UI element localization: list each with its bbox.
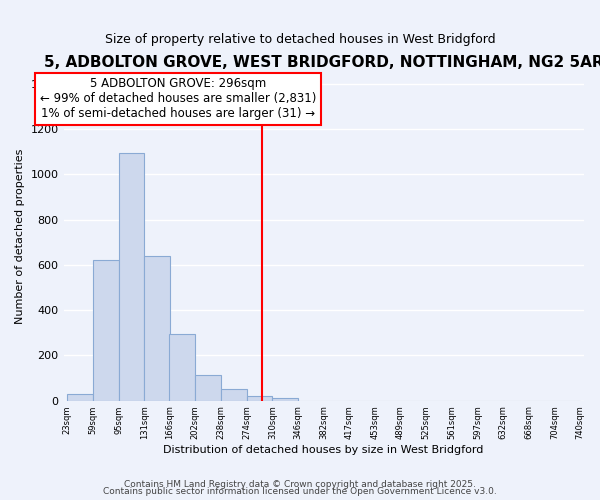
Bar xyxy=(247,396,272,400)
Bar xyxy=(195,374,221,400)
Y-axis label: Number of detached properties: Number of detached properties xyxy=(15,149,25,324)
Bar xyxy=(145,256,170,400)
Bar xyxy=(272,398,298,400)
Bar xyxy=(169,334,195,400)
X-axis label: Distribution of detached houses by size in West Bridgford: Distribution of detached houses by size … xyxy=(163,445,484,455)
Title: 5, ADBOLTON GROVE, WEST BRIDGFORD, NOTTINGHAM, NG2 5AR: 5, ADBOLTON GROVE, WEST BRIDGFORD, NOTTI… xyxy=(44,55,600,70)
Bar xyxy=(93,260,119,400)
Text: Contains public sector information licensed under the Open Government Licence v3: Contains public sector information licen… xyxy=(103,487,497,496)
Text: Size of property relative to detached houses in West Bridgford: Size of property relative to detached ho… xyxy=(104,32,496,46)
Bar xyxy=(221,390,247,400)
Bar xyxy=(119,153,145,400)
Bar xyxy=(67,394,93,400)
Text: 5 ADBOLTON GROVE: 296sqm
← 99% of detached houses are smaller (2,831)
1% of semi: 5 ADBOLTON GROVE: 296sqm ← 99% of detach… xyxy=(40,78,316,120)
Text: Contains HM Land Registry data © Crown copyright and database right 2025.: Contains HM Land Registry data © Crown c… xyxy=(124,480,476,489)
